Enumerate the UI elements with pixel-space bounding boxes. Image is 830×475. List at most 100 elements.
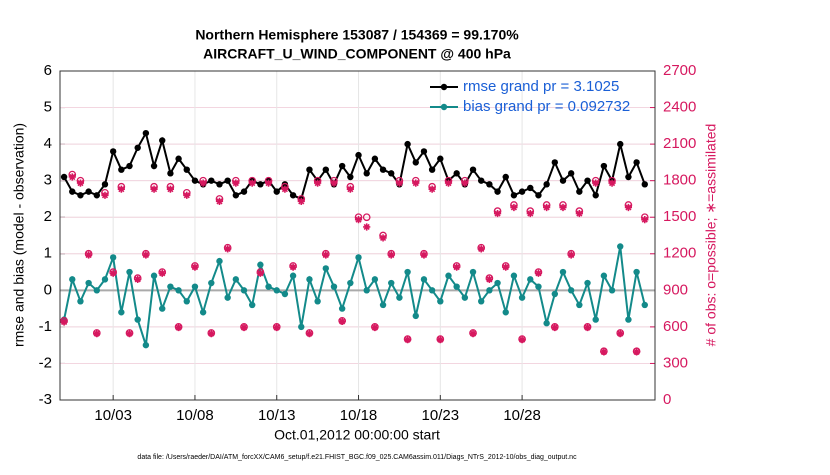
point — [289, 192, 297, 199]
point — [461, 294, 469, 301]
point — [502, 263, 510, 271]
point — [445, 272, 452, 279]
point — [502, 309, 509, 316]
point — [150, 272, 158, 279]
point — [281, 290, 289, 298]
point — [510, 203, 518, 212]
x-tick-label: 10/03 — [94, 407, 132, 424]
point — [322, 265, 330, 272]
point — [551, 159, 559, 166]
point — [469, 166, 477, 173]
y-axis-label: rmse and bias (model - observation) — [11, 123, 27, 347]
point — [363, 170, 370, 177]
point — [69, 276, 76, 283]
point — [175, 287, 182, 294]
y2-axis-label: # of obs: o=possible; ∗=assimilated — [703, 124, 719, 347]
point — [436, 336, 444, 344]
point — [248, 301, 256, 309]
point — [273, 188, 280, 195]
point — [314, 298, 321, 305]
point — [85, 188, 92, 195]
point — [175, 155, 182, 162]
point — [379, 166, 387, 173]
y2-tick-label: 2100 — [663, 135, 696, 152]
point — [624, 203, 633, 212]
point — [641, 216, 649, 224]
y-tick-label: -3 — [39, 391, 52, 408]
point — [371, 323, 379, 332]
y2-tick-label: 1800 — [663, 172, 696, 189]
point — [437, 155, 444, 162]
point — [502, 173, 509, 181]
point — [338, 162, 346, 170]
legend-marker — [440, 103, 448, 111]
point — [567, 170, 575, 177]
point — [273, 287, 280, 294]
x-tick-label: 10/08 — [176, 407, 214, 424]
point — [404, 268, 411, 276]
point — [248, 179, 256, 187]
point — [575, 209, 583, 218]
point — [362, 213, 371, 222]
point — [437, 298, 444, 305]
point — [608, 287, 616, 294]
point — [76, 179, 85, 187]
point — [420, 148, 428, 155]
point — [559, 203, 567, 212]
series-line — [63, 246, 646, 346]
point — [641, 181, 648, 188]
point — [322, 166, 330, 173]
point — [355, 151, 362, 159]
point — [510, 272, 518, 279]
point — [167, 283, 174, 290]
point — [617, 243, 624, 250]
point — [494, 188, 501, 195]
point — [518, 336, 526, 344]
point — [306, 166, 313, 173]
point — [240, 287, 248, 294]
point — [363, 287, 370, 294]
point — [77, 192, 84, 199]
point — [527, 184, 534, 192]
point — [403, 336, 412, 344]
point — [93, 192, 101, 199]
y2-tick-label: 0 — [663, 391, 671, 408]
point — [388, 170, 395, 177]
point — [183, 191, 191, 199]
point — [444, 179, 453, 187]
y2-tick-label: 300 — [663, 354, 688, 371]
point — [126, 268, 133, 276]
point — [118, 166, 125, 173]
point — [420, 251, 428, 259]
point — [109, 254, 117, 261]
point — [289, 263, 297, 271]
point — [314, 179, 322, 187]
y-tick-label: 3 — [44, 172, 52, 189]
point — [616, 329, 624, 338]
point — [534, 269, 543, 277]
point — [387, 251, 395, 259]
point — [576, 301, 583, 309]
point — [224, 245, 232, 253]
y-tick-label: 0 — [44, 281, 52, 298]
point — [371, 276, 379, 283]
point — [412, 179, 420, 187]
point — [240, 323, 248, 332]
point — [543, 203, 551, 212]
chart-title: Northern Hemisphere 153087 / 154369 = 99… — [195, 27, 519, 43]
point — [395, 179, 404, 187]
y-tick-label: -1 — [39, 318, 52, 335]
point — [232, 179, 240, 187]
point — [125, 329, 134, 338]
point — [256, 269, 264, 277]
point — [347, 173, 354, 181]
point — [264, 179, 273, 187]
point — [625, 173, 632, 181]
y2-tick-label: 600 — [663, 318, 688, 335]
point — [330, 179, 338, 187]
point — [559, 268, 567, 276]
point — [486, 287, 493, 294]
point — [215, 197, 224, 205]
legend-label: rmse grand pr = 3.1025 — [463, 78, 619, 95]
x-tick-label: 10/18 — [340, 407, 378, 424]
